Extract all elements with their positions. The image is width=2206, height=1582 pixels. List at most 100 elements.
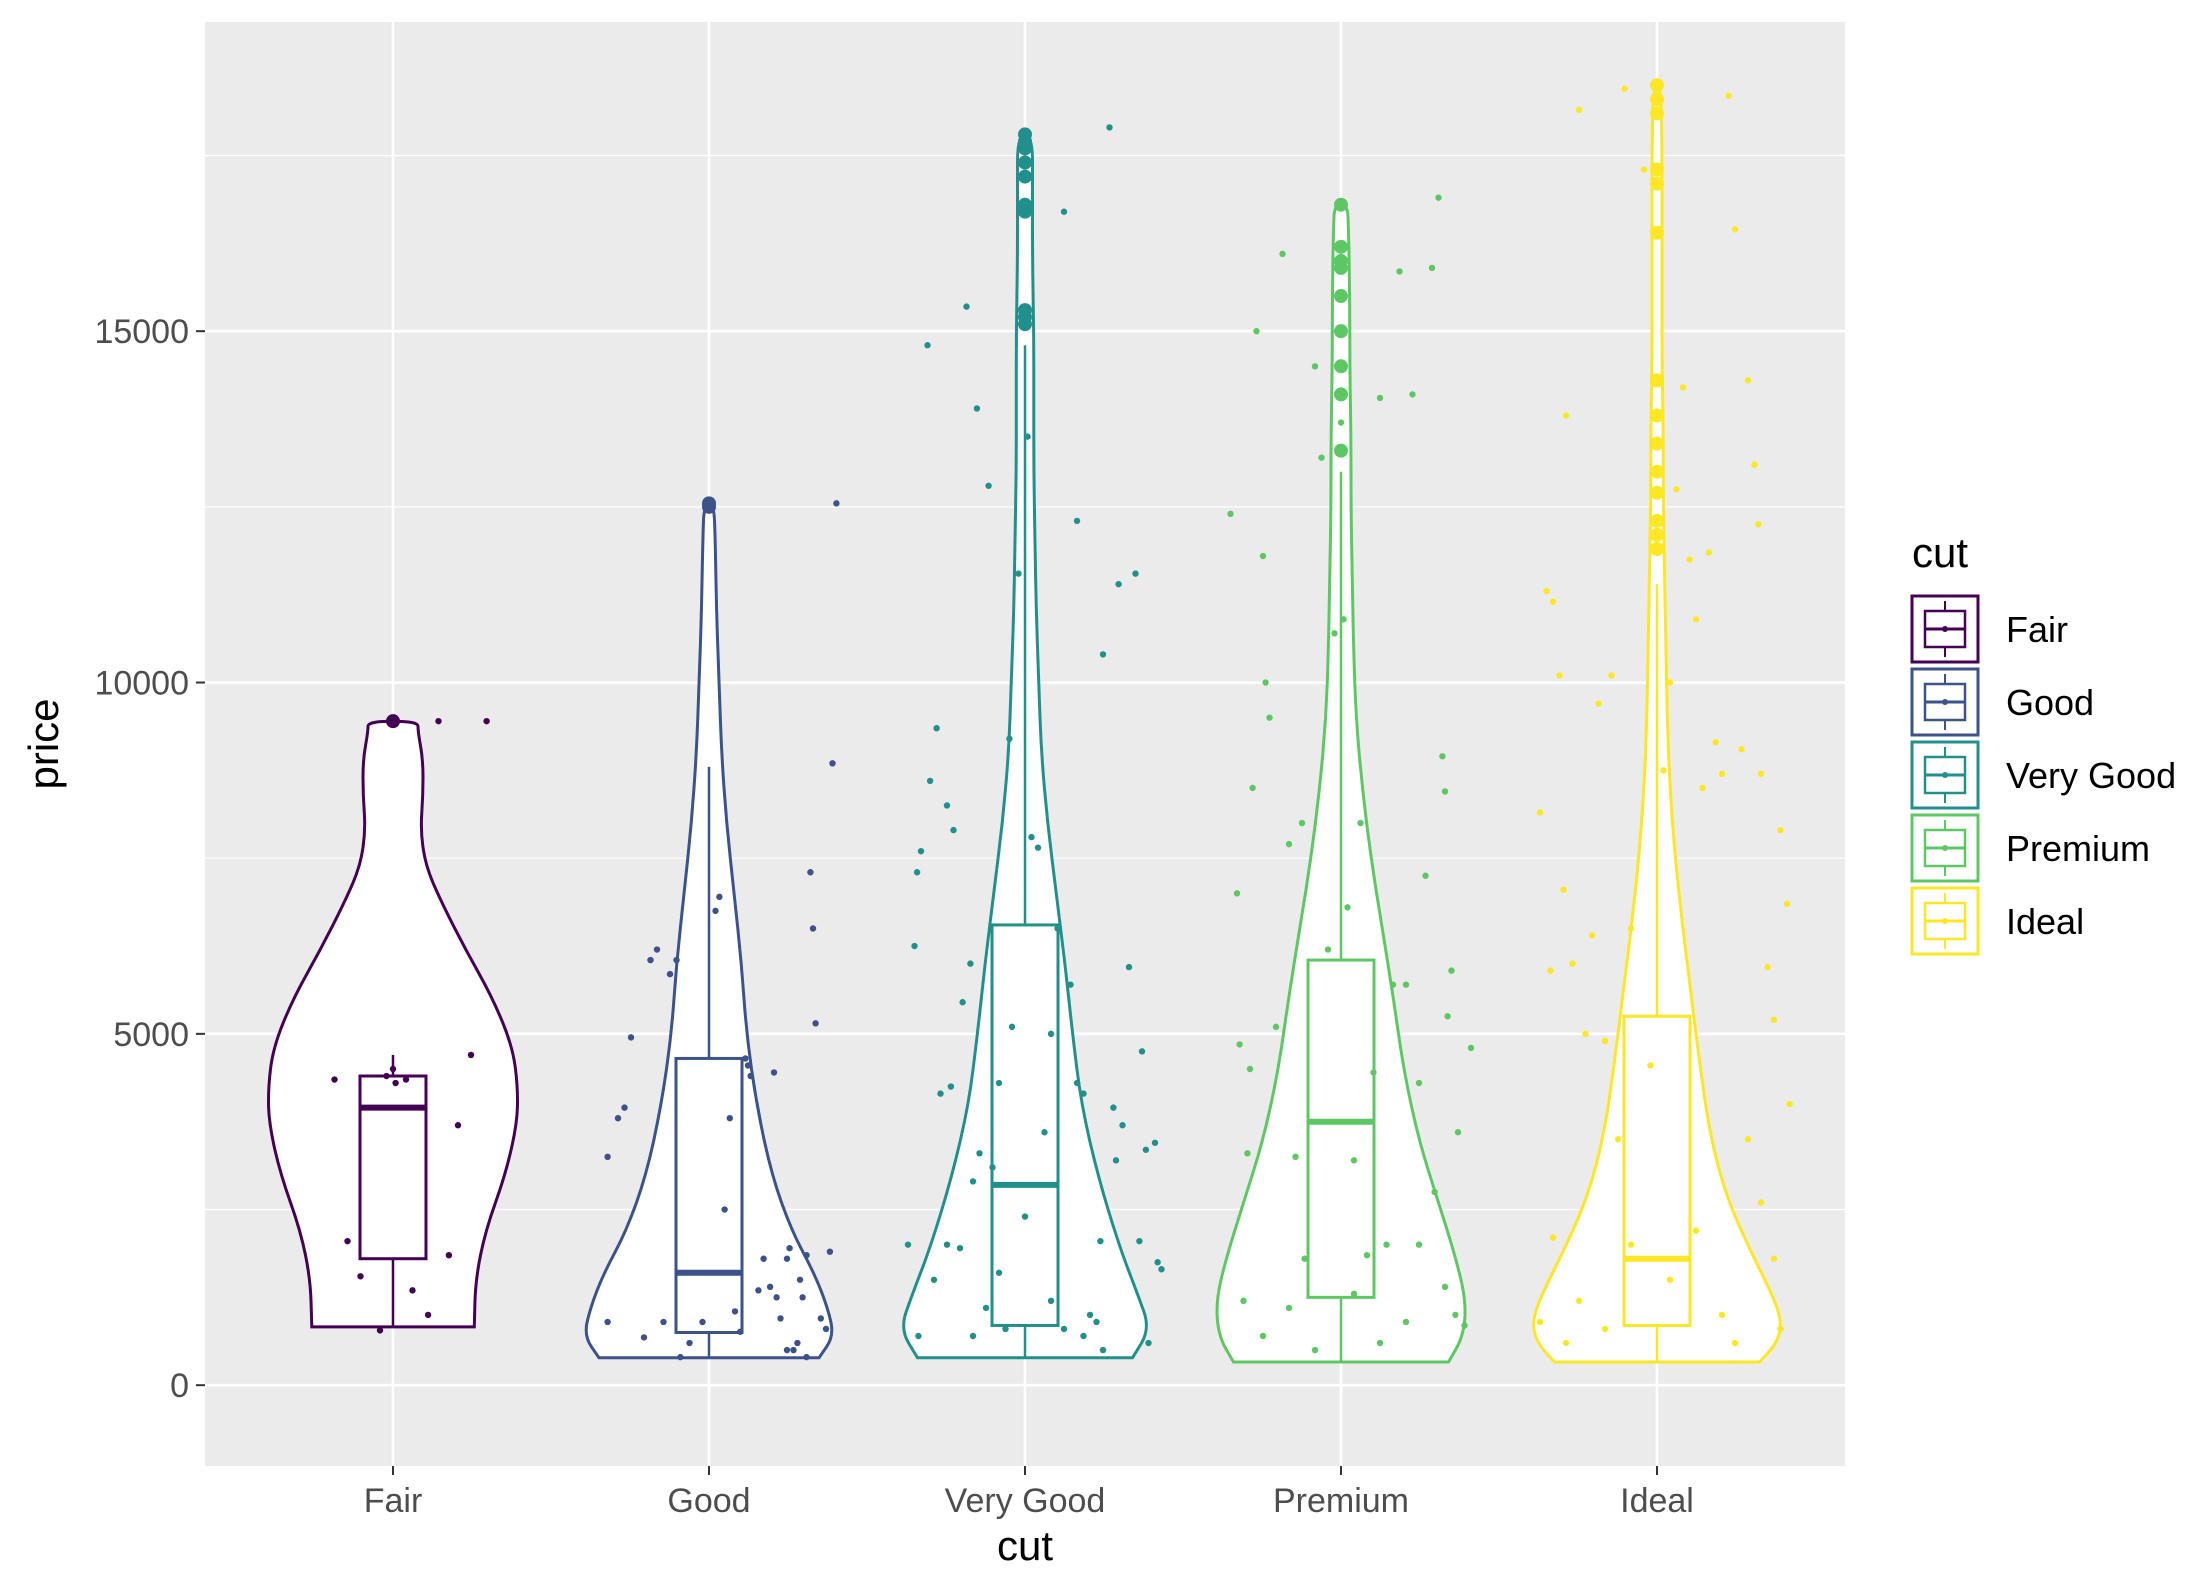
box bbox=[358, 1074, 428, 1261]
jitter-point bbox=[1041, 1129, 1048, 1136]
jitter-point bbox=[357, 1273, 364, 1280]
jitter-point bbox=[1244, 1150, 1251, 1157]
jitter-point bbox=[1073, 517, 1081, 525]
jitter-point bbox=[1080, 1090, 1087, 1097]
jitter-point bbox=[1718, 770, 1726, 778]
jitter-point bbox=[1692, 1227, 1700, 1234]
jitter-point bbox=[742, 1055, 749, 1062]
jitter-point bbox=[467, 1051, 475, 1059]
x-tick-label: Premium bbox=[1273, 1482, 1409, 1520]
jitter-point bbox=[985, 482, 992, 489]
jitter-point bbox=[826, 1248, 834, 1255]
jitter-point bbox=[1467, 1044, 1475, 1052]
jitter-point bbox=[933, 724, 940, 732]
jitter-point bbox=[1119, 1122, 1126, 1129]
jitter-point bbox=[1415, 1241, 1423, 1248]
jitter-point bbox=[1376, 1339, 1384, 1347]
jitter-point bbox=[376, 1327, 384, 1334]
jitter-point bbox=[1132, 570, 1139, 577]
jitter-point bbox=[614, 1114, 622, 1122]
jitter-point bbox=[786, 1244, 793, 1252]
jitter-point bbox=[1569, 960, 1576, 967]
jitter-point bbox=[1601, 1325, 1609, 1333]
jitter-point bbox=[1575, 1297, 1583, 1305]
jitter-point bbox=[1136, 1237, 1143, 1245]
legend-label: Premium bbox=[2006, 828, 2150, 869]
jitter-point bbox=[1666, 679, 1674, 686]
jitter-point bbox=[1777, 826, 1784, 834]
jitter-point bbox=[950, 826, 957, 834]
jitter-point bbox=[799, 1294, 806, 1301]
jitter-point bbox=[699, 1318, 706, 1326]
x-tick-label: Ideal bbox=[1620, 1482, 1694, 1520]
jitter-point bbox=[686, 1339, 693, 1347]
jitter-point bbox=[1253, 327, 1260, 335]
outlier-point bbox=[1650, 542, 1664, 557]
jitter-point bbox=[1402, 981, 1410, 988]
jitter-point bbox=[1731, 226, 1739, 233]
outlier-point bbox=[1334, 324, 1348, 339]
outlier-point bbox=[702, 499, 716, 514]
jitter-point bbox=[1452, 1311, 1459, 1319]
jitter-point bbox=[1067, 981, 1074, 988]
jitter-point bbox=[817, 1315, 824, 1322]
jitter-point bbox=[1340, 616, 1347, 623]
jitter-point bbox=[773, 1294, 780, 1301]
jitter-point bbox=[1770, 1016, 1778, 1024]
jitter-point bbox=[677, 1353, 684, 1361]
legend-key-premium bbox=[1910, 813, 1980, 883]
jitter-point bbox=[1350, 1290, 1358, 1298]
jitter-point bbox=[647, 956, 654, 964]
jitter-point bbox=[924, 342, 931, 349]
outlier-point bbox=[1650, 78, 1664, 93]
jitter-point bbox=[809, 925, 817, 932]
jitter-point bbox=[1439, 753, 1446, 760]
jitter-point bbox=[1115, 580, 1122, 588]
outlier-point bbox=[1334, 387, 1348, 402]
jitter-point bbox=[1151, 1139, 1159, 1146]
jitter-point bbox=[963, 303, 970, 310]
outlier-point bbox=[1334, 253, 1348, 268]
jitter-point bbox=[604, 1153, 611, 1161]
jitter-point bbox=[915, 1332, 922, 1340]
jitter-point bbox=[653, 946, 661, 953]
jitter-point bbox=[1266, 714, 1273, 721]
jitter-point bbox=[1428, 264, 1436, 272]
jitter-point bbox=[1002, 1325, 1009, 1333]
outlier-point bbox=[1650, 176, 1664, 191]
jitter-point bbox=[833, 500, 840, 507]
jitter-point bbox=[911, 942, 918, 950]
jitter-point bbox=[1705, 549, 1713, 556]
jitter-point bbox=[389, 1065, 397, 1073]
jitter-point bbox=[1441, 788, 1449, 795]
jitter-point bbox=[1024, 433, 1031, 440]
jitter-point bbox=[969, 1178, 977, 1185]
jitter-point bbox=[822, 1325, 830, 1333]
jitter-point bbox=[1099, 1346, 1107, 1354]
jitter-point bbox=[807, 869, 814, 876]
jitter-point bbox=[1093, 1318, 1100, 1326]
legend-key-good bbox=[1910, 667, 1980, 737]
jitter-point bbox=[1236, 1041, 1243, 1048]
legend-key-very-good bbox=[1910, 740, 1980, 810]
series-premium bbox=[1215, 194, 1475, 1364]
jitter-point bbox=[1595, 700, 1602, 707]
jitter-point bbox=[973, 405, 981, 412]
jitter-point bbox=[794, 1339, 801, 1347]
jitter-point bbox=[1621, 85, 1628, 92]
outlier-point bbox=[386, 714, 400, 729]
jitter-point bbox=[1556, 672, 1563, 679]
jitter-point bbox=[1660, 767, 1667, 774]
jitter-point bbox=[1549, 1234, 1557, 1241]
jitter-point bbox=[1240, 1297, 1247, 1305]
jitter-point bbox=[1601, 1037, 1609, 1045]
jitter-point bbox=[1777, 1325, 1784, 1333]
jitter-point bbox=[1142, 1146, 1150, 1153]
jitter-point bbox=[937, 1090, 944, 1097]
jitter-point bbox=[1582, 1030, 1589, 1038]
jitter-point bbox=[1376, 394, 1384, 402]
jitter-point bbox=[760, 1255, 767, 1262]
outlier-point bbox=[1650, 92, 1664, 107]
jitter-point bbox=[1324, 946, 1332, 953]
jitter-point bbox=[1350, 1157, 1358, 1164]
